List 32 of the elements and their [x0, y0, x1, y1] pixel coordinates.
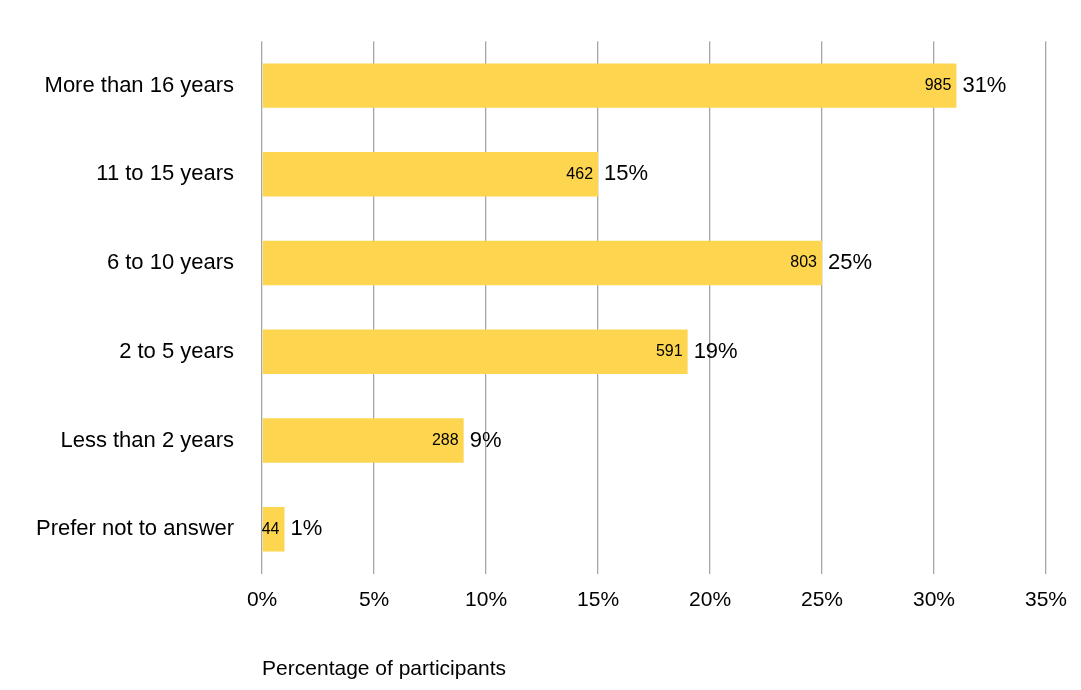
annotation: 591 — [655, 342, 683, 360]
y-tick-label: 2 to 5 years — [119, 337, 235, 363]
x-tick-label: 15% — [577, 587, 620, 610]
y-tick-label: More than 16 years — [44, 71, 235, 97]
bar — [262, 240, 823, 286]
annotation: 44 — [261, 519, 280, 537]
data-label: 1% — [290, 515, 323, 541]
bar — [262, 418, 464, 463]
data-label: 25% — [828, 249, 873, 275]
annotation: 462 — [566, 164, 594, 182]
x-tick-label: 30% — [912, 587, 956, 610]
bar — [262, 63, 957, 108]
annotation: 803 — [790, 253, 818, 271]
x-tick-label: 0% — [246, 587, 278, 610]
x-tick-label: 5% — [358, 587, 390, 610]
data-label: 31% — [962, 71, 1007, 97]
data-label: 15% — [604, 160, 649, 186]
x-tick-label: 25% — [801, 587, 844, 610]
y-tick-label: Prefer not to answer — [35, 515, 235, 541]
annotation: 985 — [924, 75, 952, 93]
x-tick-label: 10% — [465, 587, 508, 610]
y-tick-label: Less than 2 years — [60, 426, 235, 452]
data-label: 19% — [693, 337, 738, 363]
bar — [262, 329, 688, 374]
data-label: 9% — [469, 426, 502, 452]
y-tick-label: 11 to 15 years — [96, 160, 235, 186]
x-tick-label: 20% — [689, 587, 732, 610]
bar — [262, 152, 599, 197]
x-axis-title: Percentage of participants — [262, 656, 507, 680]
annotation: 288 — [431, 430, 459, 448]
y-tick-label: 6 to 10 years — [106, 249, 235, 275]
x-tick-label: 35% — [1024, 587, 1067, 610]
